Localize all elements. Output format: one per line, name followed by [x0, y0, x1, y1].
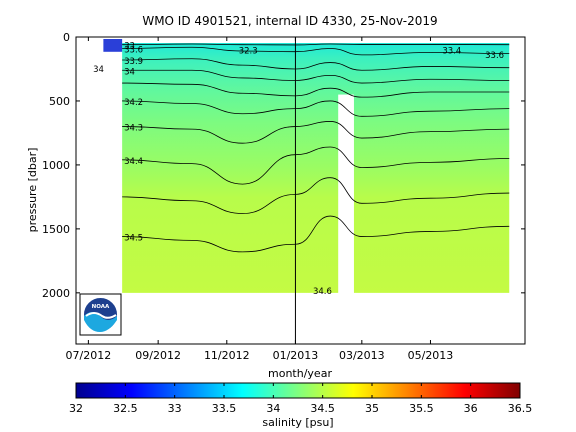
contour-33.9 — [122, 58, 510, 71]
contour-label: 33.6 — [485, 51, 504, 61]
contour-34.5 — [122, 215, 510, 253]
colorbar: 32 32.5 33 33.5 34 34.5 35 35.5 36 36.5 salinity … — [69, 382, 533, 429]
contour-label: 34.4 — [124, 157, 143, 167]
contour-33.6 — [122, 46, 510, 56]
y-tick-label: 1500 — [42, 223, 70, 236]
x-tick-label: 07/2012 — [66, 349, 112, 362]
contour-label: 34.5 — [124, 234, 143, 244]
plot-area: 3333.633.93434.234.334.434.533.63433.434… — [42, 31, 526, 362]
contour-34 — [122, 69, 510, 84]
x-tick-label: 11/2012 — [204, 349, 250, 362]
colorbar-tick-label: 36.5 — [508, 402, 533, 415]
contour-lines: 3333.633.93434.234.334.434.533.63433.434… — [93, 42, 510, 297]
contour-33 — [122, 43, 510, 46]
salinity-field — [122, 43, 510, 293]
contour-label: 34.3 — [124, 124, 143, 134]
contour-label: 34.2 — [124, 98, 143, 108]
contour-label: 33.9 — [124, 57, 143, 67]
colorbar-label: salinity [psu] — [262, 416, 333, 429]
chart-title: WMO ID 4901521, internal ID 4330, 25-Nov… — [142, 14, 437, 28]
y-tick-label: 1000 — [42, 159, 70, 172]
colorbar-tick-label: 32.5 — [113, 402, 138, 415]
colorbar-tick-label: 32 — [69, 402, 83, 415]
contour-label: 33.4 — [442, 46, 461, 56]
colorbar-tick-label: 35.5 — [409, 402, 434, 415]
colorbar-tick-label: 33 — [168, 402, 182, 415]
contour-34.2 — [122, 100, 510, 117]
colorbar-tick-label: 35 — [365, 402, 379, 415]
contour-34.1 — [122, 82, 510, 98]
contour-34.45 — [122, 177, 510, 214]
y-tick-label: 500 — [49, 95, 70, 108]
x-tick-label: 01/2013 — [273, 349, 319, 362]
svg-text:NOAA: NOAA — [92, 304, 110, 310]
contour-label: 32.3 — [239, 46, 258, 56]
contour-34.3 — [122, 121, 510, 144]
data-gap — [338, 94, 354, 295]
y-axis-label: pressure [dbar] — [26, 148, 39, 233]
x-axis-label: month/year — [268, 367, 332, 380]
contour-34.4 — [122, 146, 510, 185]
contour-label: 33 — [124, 42, 135, 52]
x-tick-label: 03/2013 — [339, 349, 385, 362]
x-tick-label: 05/2013 — [408, 349, 454, 362]
contour-label: 34 — [93, 65, 104, 75]
colorbar-tick-label: 34.5 — [310, 402, 335, 415]
y-axis: 0 500 1000 1500 2000 — [42, 31, 525, 300]
x-axis: 07/2012 09/2012 11/2012 01/2013 03/2013 05/20… — [66, 37, 454, 362]
y-tick-label: 2000 — [42, 287, 70, 300]
contour-label: 33.6 — [124, 46, 143, 56]
contour-label: 34.6 — [313, 287, 332, 297]
colorbar-tick-label: 36 — [464, 402, 478, 415]
colorbar-tick-label: 33.5 — [212, 402, 237, 415]
x-tick-label: 09/2012 — [135, 349, 181, 362]
colorbar-tick-label: 34 — [266, 402, 280, 415]
noaa-logo: NOAA — [79, 293, 122, 336]
surface-low-salinity-patch — [103, 39, 123, 52]
y-tick-label: 0 — [63, 31, 70, 44]
contour-label: 34 — [124, 67, 135, 77]
